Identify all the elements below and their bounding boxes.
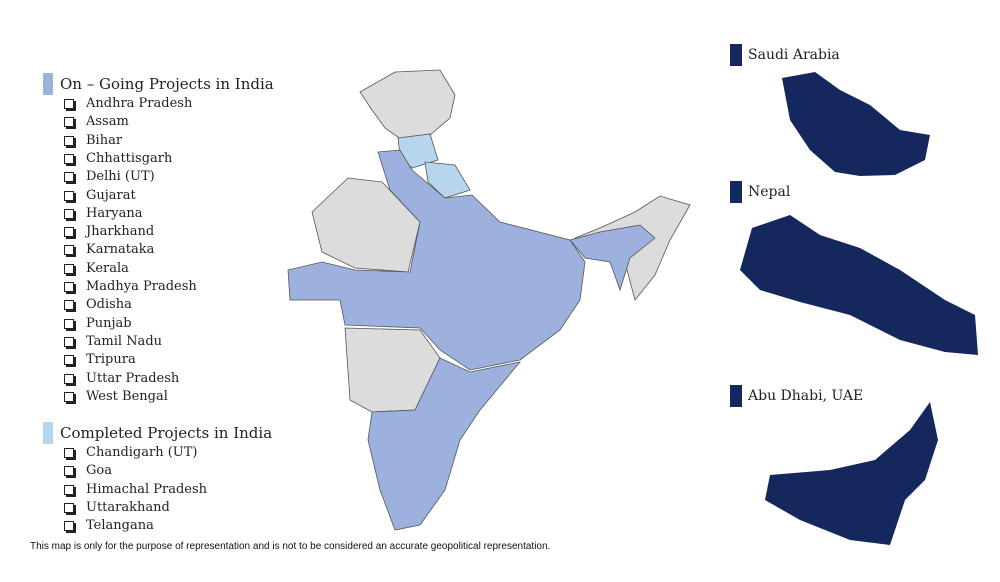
- country-label: Abu Dhabi, UAE: [730, 385, 863, 407]
- project-name: Haryana: [86, 205, 143, 221]
- saudi-arabia-map: [782, 72, 930, 176]
- project-name: Bihar: [86, 132, 123, 148]
- project-name: Chandigarh (UT): [86, 445, 198, 460]
- project-item: Chhattisgarh: [64, 151, 172, 166]
- project-item: Himachal Pradesh: [64, 482, 207, 497]
- project-name: Jharkhand: [86, 224, 155, 240]
- project-item: Delhi (UT): [64, 169, 155, 184]
- project-item: Uttar Pradesh: [64, 371, 179, 386]
- project-name: Uttarakhand: [86, 499, 170, 515]
- project-item: Gujarat: [64, 188, 136, 203]
- project-item: Kerala: [64, 261, 129, 276]
- project-item: Telangana: [64, 518, 154, 533]
- project-item: Tripura: [64, 352, 136, 367]
- project-item: Tamil Nadu: [64, 334, 162, 349]
- project-name: Gujarat: [86, 187, 136, 203]
- project-item: Odisha: [64, 297, 132, 312]
- country-label: Nepal: [730, 181, 790, 203]
- uae-map: [765, 402, 938, 545]
- project-name: Delhi (UT): [86, 169, 155, 185]
- project-item: Jharkhand: [64, 224, 154, 239]
- project-name: Tripura: [86, 352, 136, 368]
- project-item: West Bengal: [64, 389, 168, 404]
- project-name: Madhya Pradesh: [86, 279, 197, 294]
- ongoing-title: On – Going Projects in India: [60, 75, 274, 93]
- project-item: Uttarakhand: [64, 500, 170, 515]
- disclaimer: This map is only for the purpose of repr…: [30, 541, 551, 552]
- project-name: West Bengal: [86, 388, 168, 404]
- project-item: Bihar: [64, 133, 122, 148]
- project-item: Madhya Pradesh: [64, 279, 197, 294]
- project-item: Chandigarh (UT): [64, 445, 197, 460]
- india-map: [287, 69, 691, 531]
- project-item: Karnataka: [64, 242, 154, 257]
- project-name: Karnataka: [86, 242, 155, 258]
- project-name: Andhra Pradesh: [86, 96, 193, 111]
- project-name: Telangana: [86, 518, 154, 534]
- project-name: Odisha: [86, 297, 132, 313]
- project-name: Tamil Nadu: [86, 333, 163, 349]
- project-name: Uttar Pradesh: [86, 370, 180, 386]
- project-name: Kerala: [86, 260, 129, 276]
- project-item: Assam: [64, 114, 129, 129]
- completed-title: Completed Projects in India: [60, 424, 273, 442]
- country-label: Saudi Arabia: [730, 44, 840, 66]
- project-name: Punjab: [86, 315, 132, 331]
- project-name: Assam: [86, 114, 129, 130]
- project-name: Chhattisgarh: [86, 150, 173, 166]
- project-item: Punjab: [64, 316, 132, 331]
- nepal-map: [740, 215, 978, 355]
- project-name: Himachal Pradesh: [86, 481, 208, 497]
- project-item: Andhra Pradesh: [64, 96, 192, 111]
- project-item: Haryana: [64, 206, 143, 221]
- ongoing-swatch: [43, 73, 53, 95]
- project-item: Goa: [64, 463, 112, 478]
- project-name: Goa: [86, 463, 112, 479]
- completed-swatch: [43, 422, 53, 444]
